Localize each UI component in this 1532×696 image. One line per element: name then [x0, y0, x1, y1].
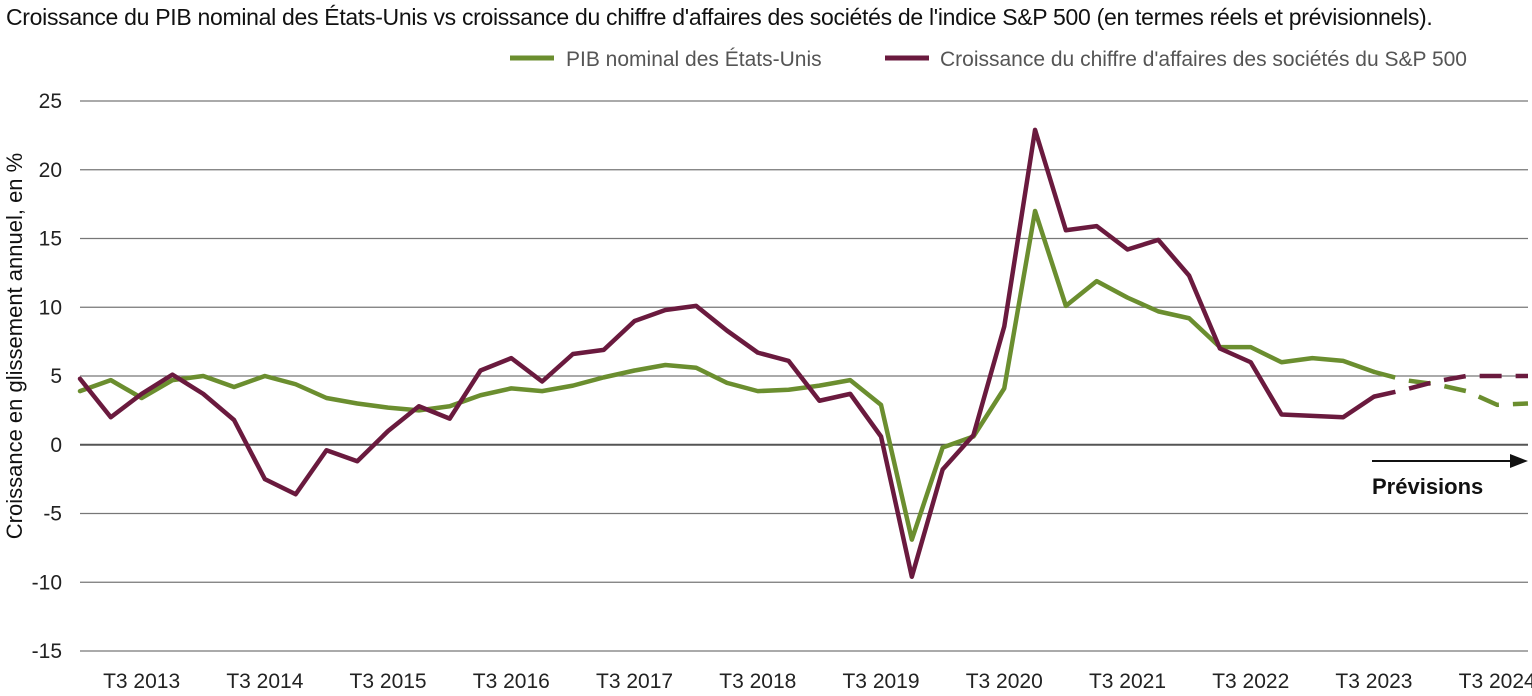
series-forecast-line-0: [1373, 369, 1529, 408]
series-line-1: [77, 127, 1377, 579]
x-tick-label: T3 2019: [842, 670, 919, 693]
forecast-annotation: Prévisions: [1372, 454, 1528, 499]
series-layer: [77, 127, 1529, 579]
series-forecast-line-1: [1373, 373, 1528, 399]
y-tick-label: 25: [39, 90, 62, 113]
grid-layer: [80, 100, 1528, 652]
series-line-0: [77, 208, 1377, 542]
y-tick-label: -15: [32, 640, 62, 663]
chart-title: Croissance du PIB nominal des États-Unis…: [6, 4, 1433, 30]
x-tick-label: T3 2021: [1089, 670, 1166, 693]
y-tick-label: -5: [43, 503, 62, 526]
legend-label-1: Croissance du chiffre d'affaires des soc…: [940, 48, 1467, 71]
x-tick-label: T3 2013: [103, 670, 180, 693]
y-axis-label: Croissance en glissement annuel, en %: [2, 153, 27, 539]
x-tick-label: T3 2014: [226, 670, 303, 693]
forecast-label: Prévisions: [1372, 474, 1483, 499]
x-tick-label: T3 2024: [1459, 670, 1532, 693]
x-tick-label: T3 2023: [1335, 670, 1412, 693]
x-tick-label: T3 2015: [350, 670, 427, 693]
y-tick-label: 10: [39, 296, 62, 319]
x-tick-label: T3 2017: [596, 670, 673, 693]
y-tick-label: 5: [50, 365, 62, 388]
legend: PIB nominal des États-Unis Croissance du …: [510, 48, 1467, 71]
y-tick-label: -10: [32, 571, 62, 594]
x-tick-label: T3 2020: [966, 670, 1043, 693]
y-tick-label: 15: [39, 228, 62, 251]
y-tick-label: 20: [39, 159, 62, 182]
x-tick-label: T3 2018: [719, 670, 796, 693]
x-tick-label: T3 2016: [473, 670, 550, 693]
axis-layer: 25 20 15 10 5 0 -5 -10 -15 T3 2013 T3 2014 T3 2015 T…: [32, 90, 1532, 693]
y-tick-label: 0: [50, 434, 62, 457]
legend-label-0: PIB nominal des États-Unis: [566, 48, 822, 71]
x-tick-label: T3 2022: [1212, 670, 1289, 693]
forecast-arrow-head: [1510, 454, 1528, 468]
